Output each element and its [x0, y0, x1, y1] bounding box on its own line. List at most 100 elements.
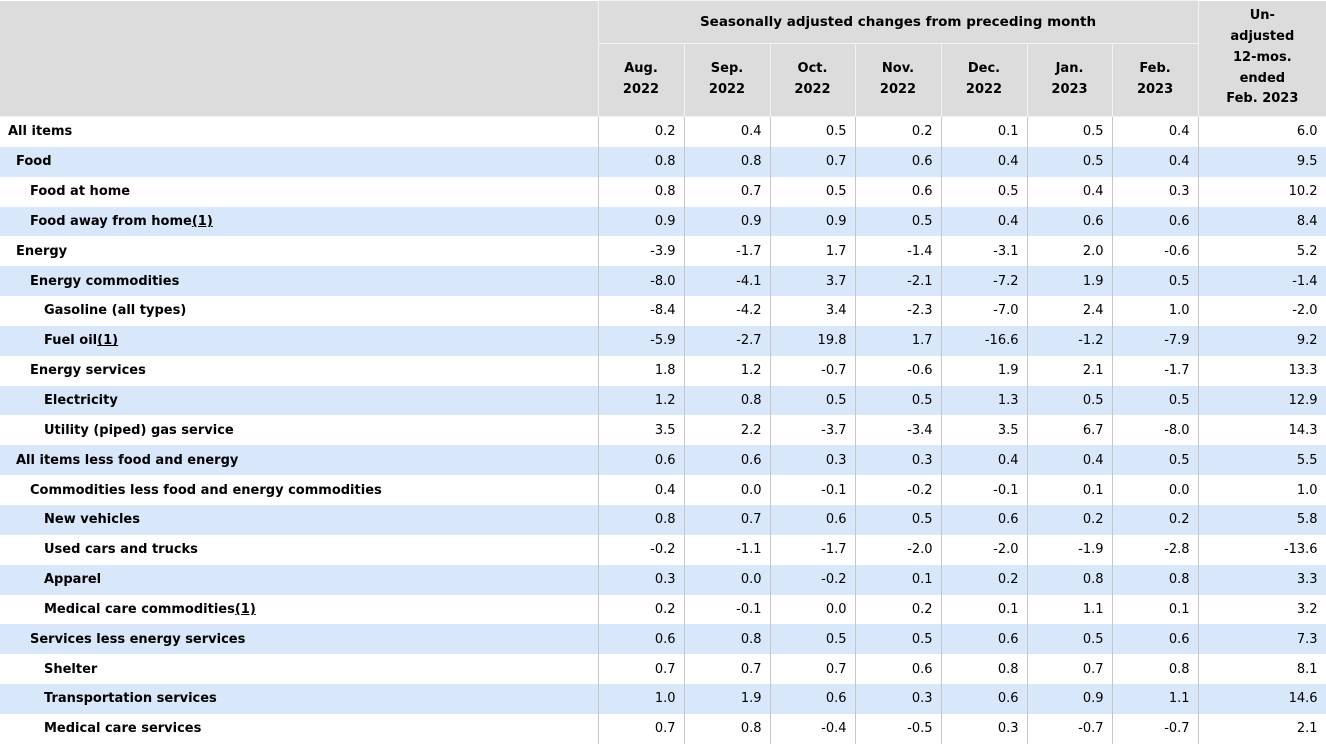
table-row: Apparel 0.3 0.0 -0.2 0.1 0.2 0.8 0.8 3.3: [0, 564, 1326, 595]
group-header-row: Seasonally adjusted changes from precedi…: [0, 0, 1326, 117]
table-row: Transportation services 1.0 1.9 0.6 0.3 0.6 0.…: [0, 684, 1326, 714]
month-value-cell: 1.1: [1111, 684, 1199, 714]
table-row: Medical care services 0.7 0.8 -0.4 -0.5 0.3 -0…: [0, 713, 1326, 744]
table-row: All items 0.2 0.4 0.5 0.2 0.1 0.5 0.4 6.0: [0, 116, 1326, 147]
month-value-cell: 0.8: [597, 176, 684, 207]
month-value-cell: 2.4: [1026, 296, 1112, 326]
row-label-text: Food away from home: [30, 213, 192, 229]
month-value-cell: 0.1: [1111, 594, 1199, 625]
unadjusted-12mo-cell: 14.6: [1197, 684, 1326, 714]
month-value-cell: 0.6: [940, 684, 1027, 714]
month-value-cell: 0.7: [769, 146, 855, 177]
unadjusted-12mo-cell: 14.3: [1197, 415, 1326, 446]
month-value-cell: 0.5: [1026, 116, 1112, 147]
footnote-link[interactable]: (1): [234, 601, 256, 617]
row-label: Energy commodities: [0, 266, 598, 296]
month-value-cell: 0.9: [769, 206, 855, 237]
row-label: Used cars and trucks: [0, 535, 598, 565]
unadjusted-12mo-cell: 8.4: [1197, 206, 1326, 237]
month-value-cell: 1.7: [854, 325, 941, 356]
month-value-cell: 0.2: [940, 564, 1027, 595]
table-row: Utility (piped) gas service 3.5 2.2 -3.7 -3.…: [0, 415, 1326, 446]
table-row: Energy commodities -8.0 -4.1 3.7 -2.1 -7.2 1.9…: [0, 266, 1326, 297]
table-row: Used cars and trucks -0.2 -1.1 -1.7 -2.0 -2.0…: [0, 534, 1326, 565]
row-label-text: Medical care services: [44, 721, 202, 737]
month-value-cell: 0.6: [854, 654, 941, 685]
month-value-cell: 2.0: [1026, 236, 1112, 267]
month-value-cell: -1.7: [1111, 355, 1199, 386]
month-value-cell: -0.7: [769, 355, 855, 386]
month-value-cell: 3.5: [597, 415, 684, 446]
month-value-cell: 3.7: [769, 266, 855, 297]
month-value-cell: 0.7: [683, 504, 770, 535]
month-value-cell: -3.1: [940, 236, 1027, 267]
month-value-cell: 0.3: [854, 445, 941, 476]
month-value-cell: -4.1: [683, 266, 770, 297]
month-value-cell: -8.4: [597, 296, 684, 326]
month-value-cell: 0.8: [1111, 654, 1199, 685]
month-value-cell: 0.5: [854, 624, 941, 655]
month-value-cell: 0.8: [683, 624, 770, 655]
month-value-cell: -2.0: [940, 534, 1027, 565]
row-label: All items less food and energy: [0, 445, 598, 475]
row-label: Food at home: [0, 177, 598, 207]
row-label: New vehicles: [0, 505, 598, 535]
row-label-text: All items less food and energy: [16, 452, 239, 468]
row-label-text: Energy services: [30, 363, 146, 379]
unadjusted-12mo-cell: -2.0: [1197, 296, 1326, 326]
month-value-cell: 0.5: [1111, 385, 1199, 416]
month-value-cell: 0.7: [597, 654, 684, 685]
month-value-cell: 0.5: [769, 176, 855, 207]
month-value-cell: 0.1: [940, 594, 1027, 625]
seasonally-adjusted-header: Seasonally adjusted changes from precedi…: [597, 0, 1199, 44]
unadjusted-12mo-cell: 9.5: [1197, 146, 1326, 177]
month-value-cell: 1.2: [683, 355, 770, 386]
row-label: Services less energy services: [0, 624, 598, 654]
row-label: Food: [0, 147, 598, 177]
month-value-cell: 0.8: [940, 654, 1027, 685]
month-value-cell: 0.6: [1111, 206, 1199, 237]
month-value-cell: 0.3: [769, 445, 855, 476]
table-row: Gasoline (all types) -8.4 -4.2 3.4 -2.3 -7.0 2…: [0, 296, 1326, 326]
month-header-jan-2023: Jan. 2023: [1026, 43, 1113, 117]
month-value-cell: -0.1: [940, 475, 1027, 505]
month-value-cell: 0.2: [1111, 504, 1199, 535]
month-value-cell: 0.6: [940, 624, 1027, 655]
row-label-text: Services less energy services: [30, 631, 246, 647]
month-value-cell: 0.2: [1026, 504, 1112, 535]
row-label: Food away from home(1): [0, 207, 598, 237]
month-header-nov-2022: Nov. 2022: [854, 43, 942, 117]
month-value-cell: 0.6: [683, 445, 770, 476]
month-header-feb-2023: Feb. 2023: [1111, 43, 1199, 117]
table-body: All items 0.2 0.4 0.5 0.2 0.1 0.5 0.4 6.0 Food 0.8…: [0, 116, 1326, 744]
footnote-link[interactable]: (1): [97, 333, 119, 349]
month-value-cell: 0.5: [1026, 624, 1112, 655]
month-value-cell: -0.2: [854, 475, 941, 505]
month-value-cell: -0.6: [854, 355, 941, 386]
month-value-cell: 1.8: [597, 355, 684, 386]
month-value-cell: 0.5: [854, 385, 941, 416]
table-row: Services less energy services 0.6 0.8 0.5 0.…: [0, 624, 1326, 655]
month-value-cell: 0.4: [940, 445, 1027, 476]
footnote-link[interactable]: (1): [191, 213, 213, 229]
month-value-cell: 0.4: [1111, 146, 1199, 177]
month-value-cell: 0.6: [854, 146, 941, 177]
month-value-cell: 0.0: [1111, 475, 1199, 505]
month-value-cell: 0.1: [940, 116, 1027, 147]
month-value-cell: -0.7: [1026, 713, 1112, 744]
month-value-cell: 0.9: [597, 206, 684, 237]
month-value-cell: 0.6: [597, 624, 684, 655]
month-value-cell: -1.9: [1026, 534, 1112, 565]
month-value-cell: 0.6: [597, 445, 684, 476]
row-label-text: Commodities less food and energy commodi…: [30, 482, 382, 498]
table-row: Food 0.8 0.8 0.7 0.6 0.4 0.5 0.4 9.5: [0, 146, 1326, 177]
month-value-cell: 0.5: [769, 385, 855, 416]
unadjusted-header: Un-adjusted 12-mos. ended Feb. 2023: [1197, 0, 1326, 117]
month-value-cell: -1.7: [683, 236, 770, 267]
row-label: Electricity: [0, 386, 598, 416]
month-value-cell: -0.2: [597, 534, 684, 565]
month-value-cell: 0.7: [683, 176, 770, 207]
month-value-cell: -7.2: [940, 266, 1027, 297]
month-value-cell: -2.1: [854, 266, 941, 297]
